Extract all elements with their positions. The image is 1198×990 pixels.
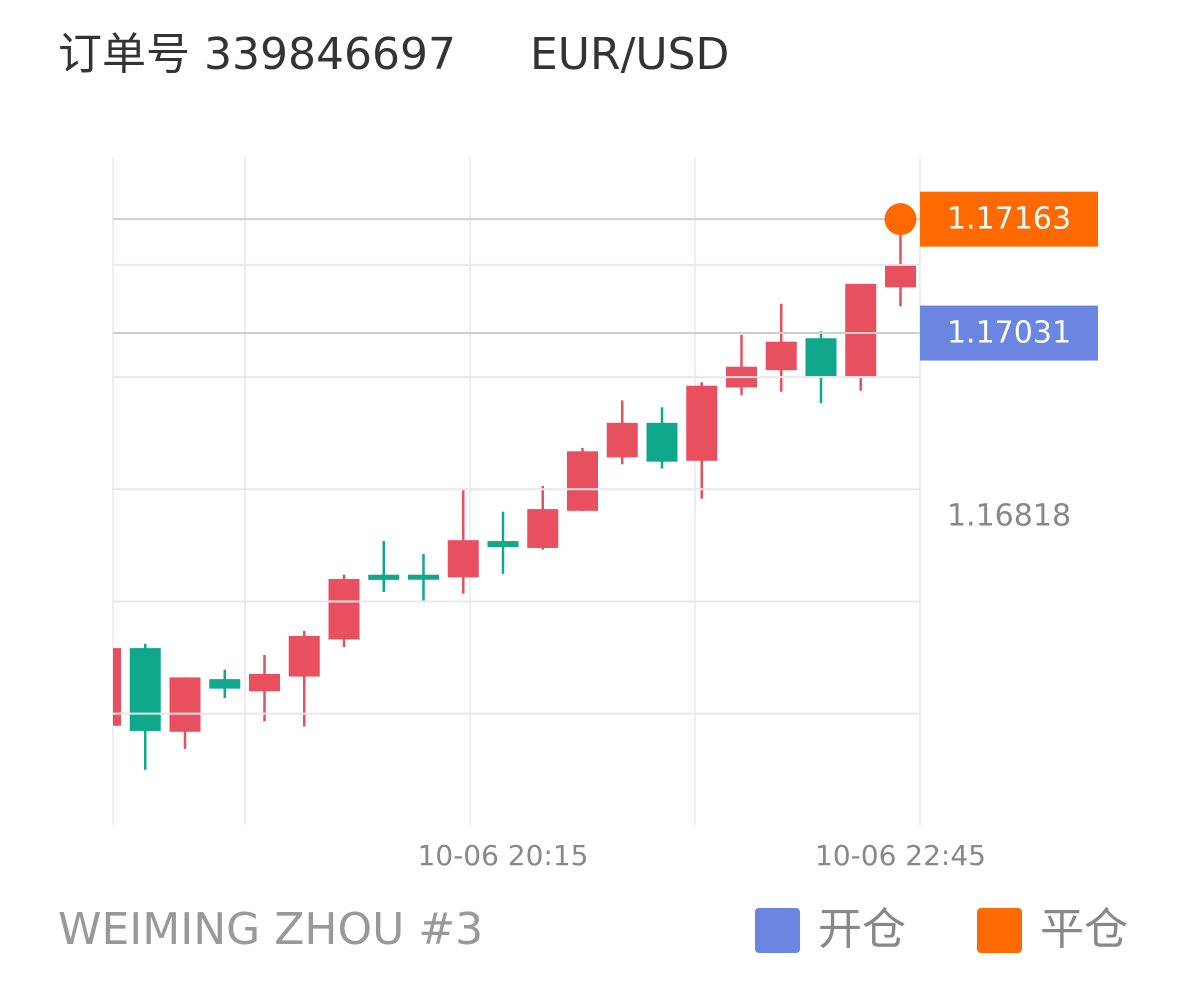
legend-label: 开仓	[818, 904, 906, 955]
candle-body	[487, 541, 519, 548]
marker-label: 1.17163	[947, 202, 1071, 237]
candle-body	[606, 422, 638, 458]
price-label: 1.16818	[947, 498, 1071, 533]
close-marker	[884, 203, 917, 236]
legend-label: 平仓	[1040, 904, 1128, 955]
candle-body	[805, 338, 837, 377]
candle-body	[527, 509, 559, 548]
candle-body	[368, 574, 400, 580]
chart-title: 订单号 339846697	[58, 29, 456, 80]
candle-body	[328, 579, 360, 640]
plot-area	[113, 234, 916, 770]
x-tick-label: 10-06 22:45	[815, 839, 986, 872]
chart-subtitle: EUR/USD	[530, 29, 729, 80]
candle-body	[209, 679, 241, 689]
marker-label: 1.17031	[947, 316, 1071, 351]
candle-body	[129, 648, 161, 731]
candle-body	[567, 451, 598, 511]
candle-body	[845, 283, 877, 377]
candle-body	[686, 385, 718, 461]
candle-body	[646, 422, 678, 462]
candle-body	[288, 635, 320, 677]
candle-body	[447, 540, 479, 578]
marker-label-box	[920, 191, 1098, 247]
candle-body	[169, 677, 201, 732]
marker-label-box	[920, 305, 1098, 361]
candle-body	[765, 341, 797, 371]
x-tick-label: 10-06 20:15	[418, 839, 589, 872]
legend-swatch	[755, 908, 800, 953]
candle-body	[113, 648, 121, 726]
candle-body	[885, 264, 916, 288]
candle-body	[408, 574, 439, 580]
candle-body	[249, 673, 280, 692]
legend-swatch	[977, 908, 1022, 953]
footer: WEIMING ZHOU #3	[58, 904, 483, 955]
